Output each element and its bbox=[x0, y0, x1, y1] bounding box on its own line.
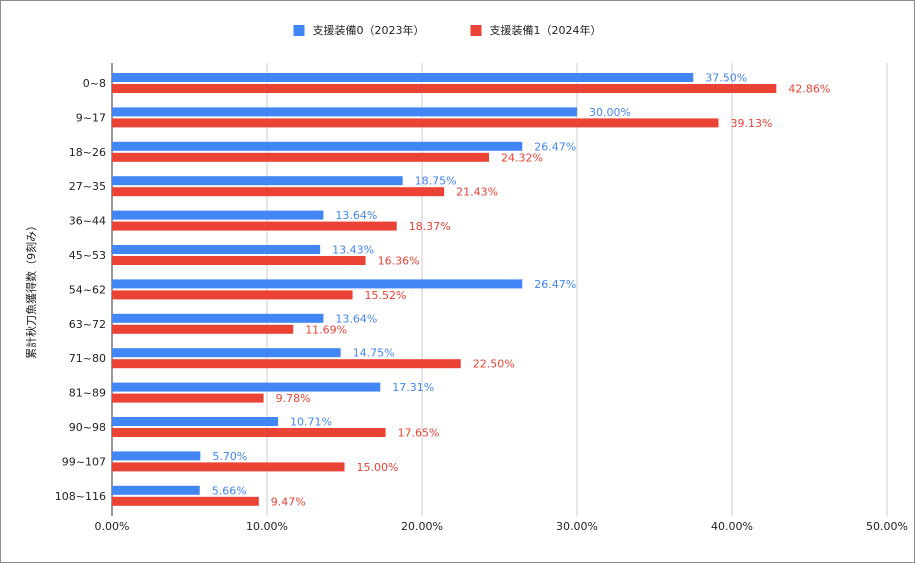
legend-label-2024: 支援装備1（2024年） bbox=[490, 23, 602, 37]
bar-2023 bbox=[112, 348, 341, 358]
data-label-2024: 9.78% bbox=[276, 392, 311, 405]
data-label-2023: 26.47% bbox=[534, 278, 576, 291]
legend-swatch-2024 bbox=[470, 25, 482, 36]
bar-2023 bbox=[112, 313, 324, 323]
data-label-2024: 11.69% bbox=[305, 323, 347, 336]
data-label-2023: 18.75% bbox=[415, 175, 457, 188]
y-tick-label: 99~107 bbox=[62, 455, 106, 468]
bar-2023 bbox=[112, 107, 577, 117]
data-label-2024: 16.36% bbox=[378, 255, 420, 268]
y-tick-label: 0~8 bbox=[83, 77, 106, 90]
y-tick-label: 9~17 bbox=[76, 111, 106, 124]
y-tick-label: 90~98 bbox=[69, 421, 106, 434]
data-label-2023: 37.50% bbox=[705, 72, 747, 85]
bar-2024 bbox=[112, 152, 489, 162]
data-label-2023: 13.64% bbox=[335, 209, 377, 222]
bar-2023 bbox=[112, 485, 200, 495]
legend-swatch-2023 bbox=[293, 25, 305, 36]
data-label-2023: 13.43% bbox=[332, 244, 374, 257]
y-axis-title: 累計秋刀魚獲得数（9刻み） bbox=[24, 220, 38, 359]
x-tick-label: 50.00% bbox=[866, 520, 908, 533]
legend: 支援装備0（2023年） 支援装備1（2024年） bbox=[293, 23, 602, 37]
data-label-2024: 22.50% bbox=[473, 358, 515, 371]
bar-2023 bbox=[112, 279, 523, 289]
x-tick-label: 0.00% bbox=[95, 520, 130, 533]
data-label-2023: 10.71% bbox=[290, 416, 332, 429]
bar-2024 bbox=[112, 256, 366, 265]
y-axis-tick-labels: 0~8 9~17 18~26 27~35 36~44 45~53 54~62 63~72 71~… bbox=[55, 77, 106, 503]
y-tick-label: 71~80 bbox=[69, 352, 106, 365]
bar-2024 bbox=[112, 324, 294, 334]
data-label-2024: 9.47% bbox=[271, 495, 306, 508]
x-tick-label: 40.00% bbox=[711, 520, 753, 533]
data-label-2024: 17.65% bbox=[398, 427, 440, 440]
bar-2024 bbox=[112, 428, 386, 437]
data-label-2023: 30.00% bbox=[589, 106, 631, 119]
data-label-2023: 5.70% bbox=[212, 450, 247, 463]
grid-lines bbox=[111, 63, 888, 516]
y-tick-label: 108~116 bbox=[55, 490, 106, 503]
bar-2023 bbox=[112, 141, 523, 151]
x-tick-label: 30.00% bbox=[556, 520, 598, 533]
bar-2024 bbox=[112, 118, 719, 128]
bar-2024 bbox=[112, 393, 264, 403]
x-tick-label: 20.00% bbox=[401, 520, 443, 533]
x-tick-label: 10.00% bbox=[246, 520, 288, 533]
bar-2024 bbox=[112, 290, 353, 300]
data-labels: 37.50%42.86%30.00%39.13%26.47%24.32%18.7… bbox=[212, 72, 831, 509]
bar-2023 bbox=[112, 451, 201, 461]
data-label-2024: 18.37% bbox=[409, 220, 451, 233]
bar-2024 bbox=[112, 221, 397, 231]
bar-2023 bbox=[112, 73, 694, 82]
y-tick-label: 27~35 bbox=[69, 180, 106, 193]
y-tick-label: 45~53 bbox=[69, 249, 106, 262]
bar-2023 bbox=[112, 176, 403, 186]
x-axis-tick-labels: 0.00% 10.00% 20.00% 30.00% 40.00% 50.00% bbox=[95, 520, 908, 533]
y-tick-label: 63~72 bbox=[69, 318, 106, 331]
bar-2023 bbox=[112, 245, 321, 254]
data-label-2023: 13.64% bbox=[335, 312, 377, 325]
y-tick-label: 36~44 bbox=[69, 215, 106, 228]
data-label-2024: 15.52% bbox=[365, 289, 407, 302]
bar-2023 bbox=[112, 210, 324, 220]
data-label-2024: 24.32% bbox=[501, 151, 543, 164]
bar-2024 bbox=[112, 462, 345, 472]
data-label-2024: 15.00% bbox=[357, 461, 399, 474]
bar-2023 bbox=[112, 382, 381, 392]
data-label-2023: 17.31% bbox=[392, 381, 434, 394]
y-tick-label: 54~62 bbox=[69, 283, 106, 296]
legend-label-2023: 支援装備0（2023年） bbox=[313, 23, 425, 37]
bar-2024 bbox=[112, 187, 445, 197]
data-label-2023: 14.75% bbox=[353, 347, 395, 360]
bar-2024 bbox=[112, 84, 777, 93]
bar-2024 bbox=[112, 496, 259, 506]
y-tick-label: 18~26 bbox=[69, 146, 106, 159]
data-label-2023: 5.66% bbox=[212, 484, 247, 497]
bar-2023 bbox=[112, 417, 279, 426]
y-tick-label: 81~89 bbox=[69, 387, 106, 400]
data-label-2023: 26.47% bbox=[534, 140, 576, 153]
bars bbox=[112, 73, 777, 506]
data-label-2024: 39.13% bbox=[731, 117, 773, 130]
data-label-2024: 21.43% bbox=[456, 186, 498, 199]
data-label-2024: 42.86% bbox=[788, 83, 830, 96]
bar-2024 bbox=[112, 359, 461, 369]
